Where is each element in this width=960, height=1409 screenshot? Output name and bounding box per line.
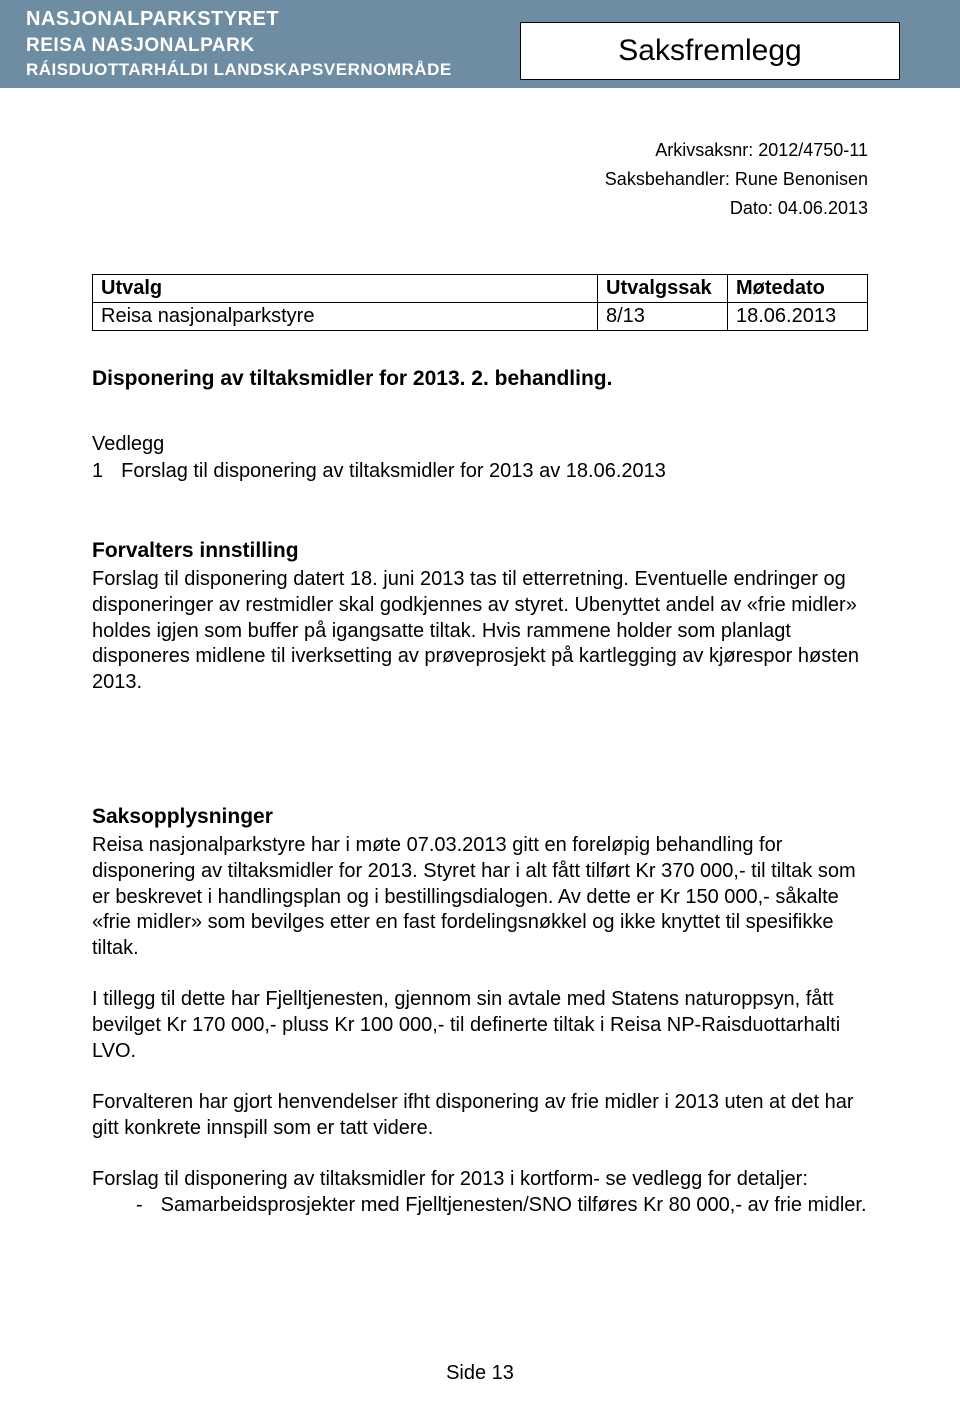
org-line-1: NASJONALPARKSTYRET: [26, 6, 452, 33]
document-type-title: Saksfremlegg: [618, 34, 801, 68]
content: Arkivsaksnr: 2012/4750-11 Saksbehandler:…: [0, 136, 960, 1218]
header-band: NASJONALPARKSTYRET REISA NASJONALPARK RÁ…: [0, 0, 960, 88]
vedlegg-section: Vedlegg 1 Forslag til disponering av til…: [92, 431, 868, 485]
sakso-p4: Forslag til disponering av tiltaksmidler…: [92, 1167, 868, 1193]
th-utvalgssak: Utvalgssak: [598, 275, 728, 303]
meta-saksbehandler: Saksbehandler: Rune Benonisen: [92, 165, 868, 194]
bullet-text: Samarbeidsprosjekter med Fjelltjenesten/…: [161, 1193, 867, 1219]
saksopplysninger-heading: Saksopplysninger: [92, 805, 868, 829]
th-utvalg: Utvalg: [93, 275, 598, 303]
table-row: Reisa nasjonalparkstyre 8/13 18.06.2013: [93, 303, 868, 331]
vedlegg-text: Forslag til disponering av tiltaksmidler…: [121, 458, 666, 485]
meta-block: Arkivsaksnr: 2012/4750-11 Saksbehandler:…: [92, 136, 868, 222]
sakso-p3: Forvalteren har gjort henvendelser ifht …: [92, 1090, 868, 1141]
vedlegg-num: 1: [92, 458, 103, 485]
meta-dato: Dato: 04.06.2013: [92, 194, 868, 223]
th-motedato: Møtedato: [728, 275, 868, 303]
page-footer: Side 13: [0, 1362, 960, 1385]
td-utvalgssak: 8/13: [598, 303, 728, 331]
utvalg-table: Utvalg Utvalgssak Møtedato Reisa nasjona…: [92, 274, 868, 331]
sakso-bullet: - Samarbeidsprosjekter med Fjelltjeneste…: [92, 1193, 868, 1219]
innstilling-heading: Forvalters innstilling: [92, 539, 868, 563]
org-line-2: REISA NASJONALPARK: [26, 33, 452, 59]
table-header-row: Utvalg Utvalgssak Møtedato: [93, 275, 868, 303]
td-motedato: 18.06.2013: [728, 303, 868, 331]
bullet-dash: -: [136, 1193, 143, 1219]
meta-arkiv: Arkivsaksnr: 2012/4750-11: [92, 136, 868, 165]
innstilling-text: Forslag til disponering datert 18. juni …: [92, 567, 868, 695]
td-utvalg: Reisa nasjonalparkstyre: [93, 303, 598, 331]
header-org: NASJONALPARKSTYRET REISA NASJONALPARK RÁ…: [0, 6, 452, 82]
sakso-p1: Reisa nasjonalparkstyre har i møte 07.03…: [92, 833, 868, 961]
document-type-box: Saksfremlegg: [520, 22, 900, 80]
vedlegg-label: Vedlegg: [92, 431, 868, 458]
vedlegg-row: 1 Forslag til disponering av tiltaksmidl…: [92, 458, 868, 485]
sakso-p2: I tillegg til dette har Fjelltjenesten, …: [92, 987, 868, 1064]
org-line-3: RÁISDUOTTARHÁLDI LANDSKAPSVERNOMRÅDE: [26, 59, 452, 82]
doc-title: Disponering av tiltaksmidler for 2013. 2…: [92, 367, 868, 391]
